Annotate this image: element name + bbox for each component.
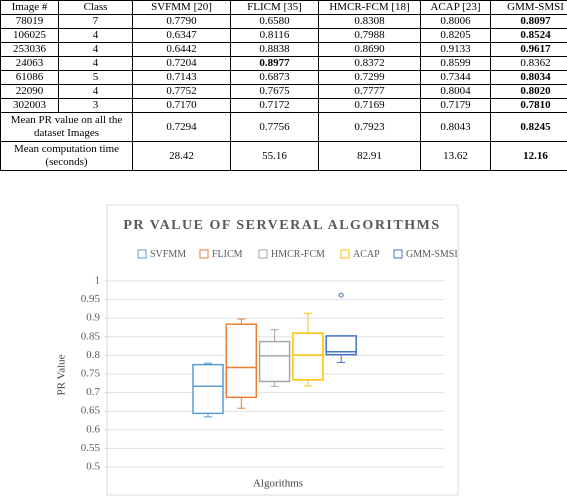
table-cell: 0.8838 xyxy=(230,42,319,57)
legend-label: FLICM xyxy=(212,249,243,260)
y-tick-label: 0.55 xyxy=(81,442,101,454)
table-row: Mean PR value on all the dataset Images 0… xyxy=(0,112,567,142)
table-header: Image # Class SVFMM [20] FLICM [35] HMCR-FCM… xyxy=(0,0,567,15)
table-cell: 22090 xyxy=(0,84,59,99)
x-axis-label: Algorithms xyxy=(253,478,303,490)
y-tick-label: 0.7 xyxy=(86,386,100,398)
box xyxy=(225,323,258,399)
y-tick-label: 0.85 xyxy=(81,330,101,342)
table-cell: 0.7988 xyxy=(318,28,421,43)
legend-swatch xyxy=(199,249,209,259)
table-row: 61086 5 0.7143 0.6873 0.7299 0.7344 0.8034 xyxy=(0,70,567,85)
table-row: 302003 3 0.7170 0.7172 0.7169 0.7179 0.7810 xyxy=(0,98,567,113)
y-tick-label: 0.75 xyxy=(81,368,101,380)
legend-label: ACAP xyxy=(353,249,380,260)
table-cell: 0.7172 xyxy=(230,98,319,113)
y-tick-label: 0.9 xyxy=(86,312,100,324)
table-cell: 0.7810 xyxy=(490,98,567,113)
table-row: Mean computation time (seconds) 28.42 55.1… xyxy=(0,141,567,171)
legend-swatch xyxy=(137,249,147,259)
table-cell: 0.7675 xyxy=(230,84,319,99)
y-tick-label: 0.95 xyxy=(81,293,101,305)
chart-title: PR VALUE OF SERVERAL ALGORITHMS xyxy=(123,218,440,233)
table-cell: 28.42 xyxy=(132,141,231,171)
header-cell: HMCR-FCM [18] xyxy=(318,0,421,15)
table-cell: 0.7294 xyxy=(132,112,231,142)
box xyxy=(192,363,224,415)
table-cell: 24063 xyxy=(0,56,59,71)
legend-swatch xyxy=(258,249,268,259)
table-cell: 0.8006 xyxy=(420,14,491,29)
table-body: 78019 7 0.7790 0.6580 0.8308 0.8006 0.8097 1060… xyxy=(0,14,567,171)
table-cell: 0.7756 xyxy=(230,112,319,142)
table-cell: 0.7179 xyxy=(420,98,491,113)
y-axis-label: PR Value xyxy=(56,354,68,395)
box xyxy=(292,332,324,381)
y-tick-label: 0.6 xyxy=(86,423,100,435)
header-cell: GMM-SMSI xyxy=(490,0,567,15)
table-cell: 82.91 xyxy=(318,141,421,171)
legend-label: SVFMM xyxy=(150,249,186,260)
table-cell: Mean PR value on all the dataset Images xyxy=(0,112,133,142)
box xyxy=(258,340,291,383)
legend-label: GMM-SMSI xyxy=(406,249,458,260)
y-tick-label: 0.65 xyxy=(81,405,101,417)
header-cell: ACAP [23] xyxy=(420,0,491,15)
outlier xyxy=(338,292,344,298)
table-cell: 61086 xyxy=(0,70,59,85)
box xyxy=(325,335,357,356)
y-tick-label: 1 xyxy=(95,275,101,287)
legend-label: HMCR-FCM xyxy=(271,249,325,260)
table-cell: 0.8043 xyxy=(420,112,491,142)
table-cell: 12.16 xyxy=(490,141,567,171)
y-tick-label: 0.5 xyxy=(86,461,100,473)
table-cell: Mean computation time (seconds) xyxy=(0,141,133,171)
table-row: 22090 4 0.7752 0.7675 0.7777 0.8004 0.8020 xyxy=(0,84,567,99)
legend-swatch xyxy=(393,249,403,259)
results-table: Image # Class SVFMM [20] FLICM [35] HMCR-FCM… xyxy=(0,0,567,171)
legend-swatch xyxy=(340,249,350,259)
table-cell: 55.16 xyxy=(230,141,319,171)
y-tick-label: 0.8 xyxy=(86,349,100,361)
